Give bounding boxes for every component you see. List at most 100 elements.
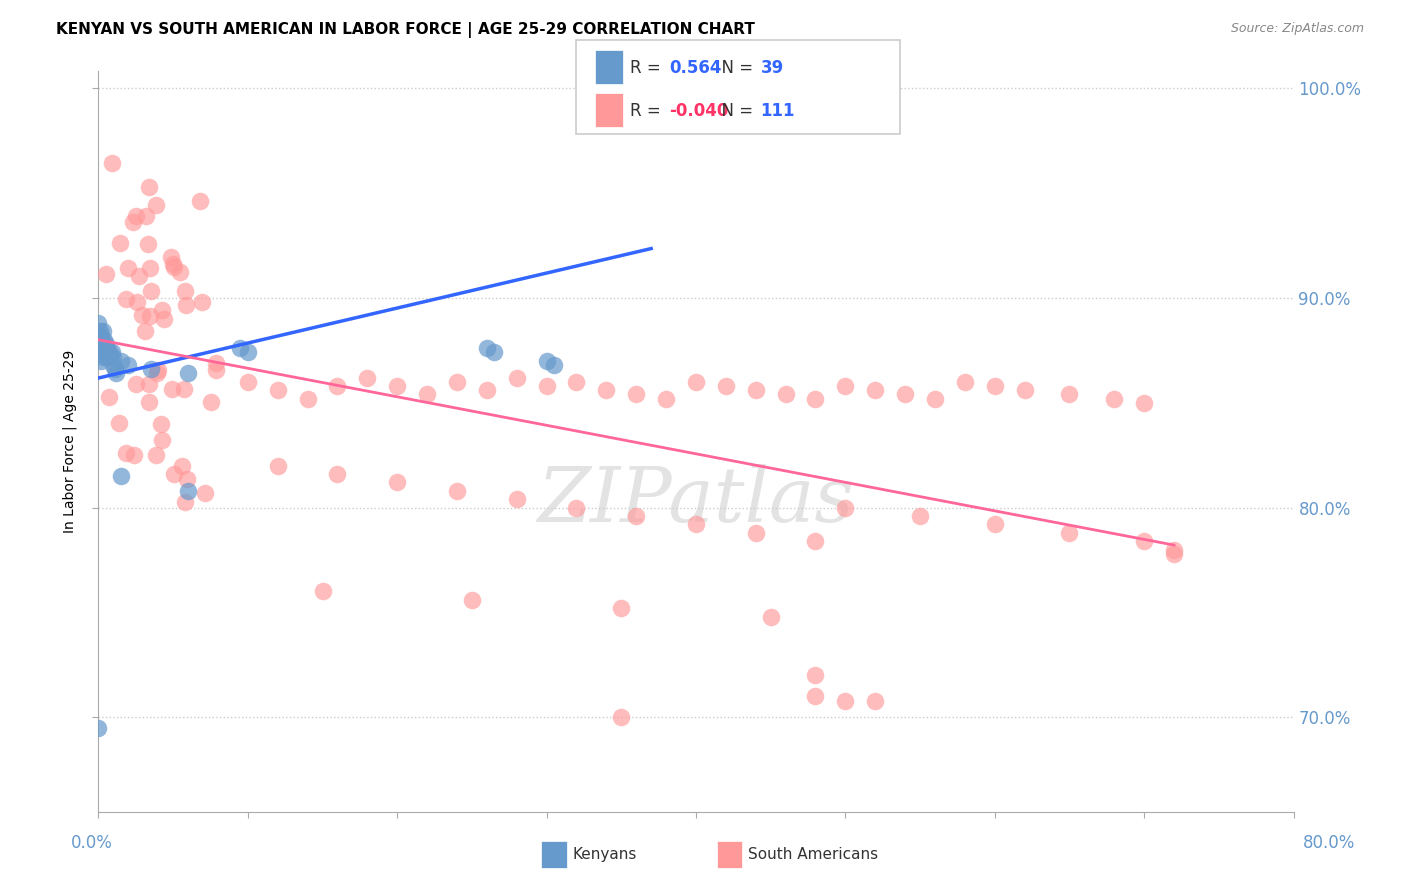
Point [610,106,633,120]
Point [148,363,170,377]
Point [87,328,110,343]
Point [139,362,162,376]
Point [160,382,183,396]
Point [484,345,506,359]
Point [834,693,856,707]
Point [139,309,162,323]
Point [136,236,159,251]
Text: 111: 111 [761,102,796,120]
Point [138,376,160,391]
Point [93,345,115,359]
Point [984,379,1007,393]
Point [103,358,125,372]
Point [163,260,186,274]
Point [804,690,827,704]
Point [110,236,132,251]
Point [804,534,827,549]
Point [506,370,529,384]
Point [87,343,110,358]
Point [149,417,172,432]
Point [326,467,349,481]
Point [626,508,648,523]
Point [655,392,678,406]
Y-axis label: In Labor Force | Age 25-29: In Labor Force | Age 25-29 [62,350,77,533]
Point [114,292,136,306]
Point [108,417,131,431]
Point [759,609,782,624]
Point [236,375,259,389]
Point [416,387,439,401]
Point [98,390,121,404]
Point [536,379,558,393]
Point [924,392,946,406]
Point [685,517,707,532]
Text: Source: ZipAtlas.com: Source: ZipAtlas.com [1230,22,1364,36]
Point [804,668,827,682]
Point [267,458,290,473]
Point [145,448,167,462]
Point [194,485,217,500]
Point [125,377,148,392]
Point [139,261,162,276]
Point [1163,547,1185,561]
Point [169,265,191,279]
Point [90,341,112,355]
Point [385,475,409,490]
Point [87,721,110,735]
Point [204,356,226,370]
Point [176,472,198,486]
Point [91,337,114,351]
Point [103,350,125,364]
Point [94,350,117,364]
Point [894,387,917,401]
Point [610,710,633,724]
Point [90,328,112,343]
Point [745,525,768,540]
Point [90,353,112,368]
Point [804,392,827,406]
Point [89,325,111,339]
Point [506,492,529,507]
Point [565,500,588,515]
Text: -0.040: -0.040 [669,102,728,120]
Point [326,379,349,393]
Point [174,284,197,298]
Point [138,395,160,409]
Point [131,308,153,322]
Point [297,392,319,406]
Point [121,214,143,228]
Point [865,383,887,397]
Point [356,370,378,384]
Text: KENYAN VS SOUTH AMERICAN IN LABOR FORCE | AGE 25-29 CORRELATION CHART: KENYAN VS SOUTH AMERICAN IN LABOR FORCE … [56,22,755,38]
Point [93,333,115,347]
Point [543,358,565,372]
Point [105,367,128,381]
Point [150,434,173,448]
Point [685,375,707,389]
Point [475,383,498,397]
Point [173,382,195,396]
Point [595,383,617,397]
Point [714,379,737,393]
Point [163,467,186,482]
Text: Kenyans: Kenyans [572,847,637,862]
Text: 39: 39 [761,60,785,78]
Point [162,257,184,271]
Point [834,500,856,515]
Point [145,197,167,211]
Point [865,693,887,707]
Point [191,295,214,310]
Point [153,312,176,326]
Point [1014,383,1036,397]
Point [125,210,148,224]
Point [89,334,111,349]
Point [139,285,162,299]
Point [908,508,931,523]
Point [775,387,797,401]
Point [565,375,588,389]
Text: N =: N = [711,102,759,120]
Point [146,366,169,380]
Point [87,316,110,330]
Point [96,341,118,355]
Point [1059,387,1081,401]
